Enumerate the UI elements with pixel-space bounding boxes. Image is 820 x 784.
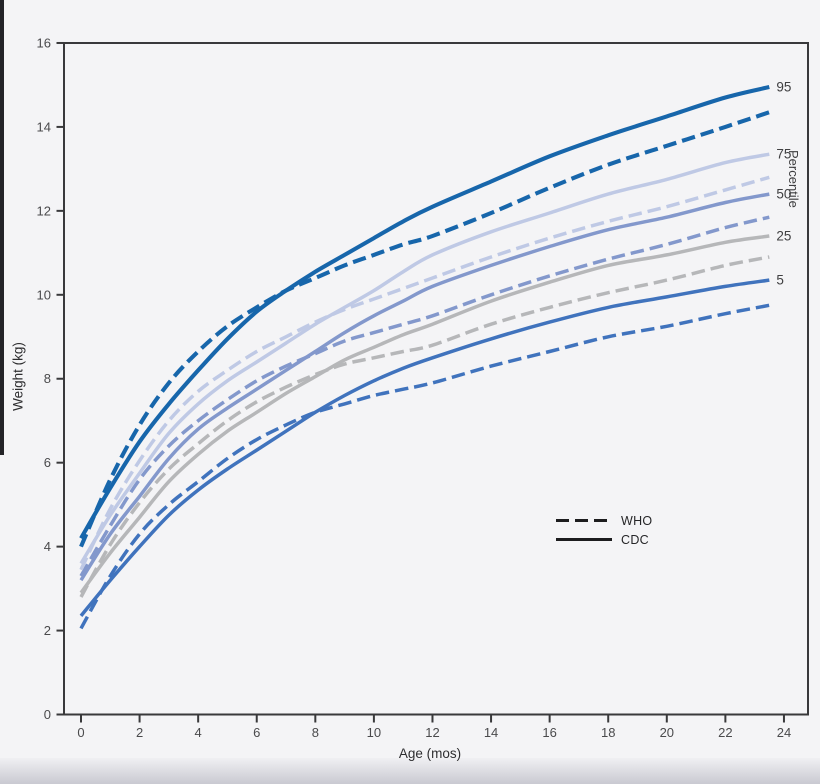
svg-text:8: 8	[44, 371, 51, 386]
curve-cdc-p5	[79, 278, 770, 617]
svg-text:2: 2	[44, 623, 51, 638]
svg-text:22: 22	[718, 725, 732, 740]
legend-label-cdc: CDC	[621, 532, 649, 547]
legend-label-who: WHO	[621, 513, 653, 528]
svg-text:6: 6	[253, 725, 260, 740]
svg-text:12: 12	[37, 203, 51, 218]
plot-border	[63, 42, 809, 716]
percentile-label-25: 25	[776, 229, 791, 244]
svg-text:2: 2	[136, 725, 143, 740]
percentile-label-50: 50	[776, 187, 791, 202]
legend-item-cdc: CDC	[556, 530, 652, 549]
svg-text:8: 8	[312, 725, 319, 740]
svg-text:24: 24	[777, 725, 791, 740]
svg-text:6: 6	[44, 455, 51, 470]
curve-who-p5	[79, 303, 770, 630]
svg-text:18: 18	[601, 725, 615, 740]
svg-text:16: 16	[37, 35, 51, 50]
curve-cdc-p50	[79, 192, 770, 582]
percentile-label-75: 75	[776, 147, 791, 162]
percentile-end-labels: 95 75 50 25 5	[776, 80, 791, 288]
percentile-label-95: 95	[776, 80, 791, 95]
legend-item-who: WHO	[556, 511, 652, 530]
who-dashed-line-sample	[556, 518, 612, 523]
curve-cdc-p95	[79, 85, 770, 540]
cdc-solid-line-sample	[556, 537, 612, 542]
svg-text:10: 10	[37, 287, 51, 302]
svg-text:10: 10	[367, 725, 381, 740]
x-axis: 0 2 4 6 8 10 12 14 16 18 20 22 24	[77, 714, 791, 740]
svg-text:0: 0	[44, 707, 51, 722]
curve-cdc-p25	[79, 234, 770, 594]
svg-text:4: 4	[195, 725, 202, 740]
curve-who-p95	[79, 110, 770, 548]
y-axis: 0 2 4 6 8 10 12 14 16	[37, 35, 64, 722]
svg-text:14: 14	[484, 725, 498, 740]
series-curves	[79, 85, 770, 630]
svg-text:4: 4	[44, 539, 51, 554]
svg-text:20: 20	[660, 725, 674, 740]
svg-text:16: 16	[542, 725, 556, 740]
bottom-edge-artifact	[0, 758, 820, 784]
x-axis-title: Age (mos)	[398, 746, 462, 761]
curve-who-p25	[79, 255, 770, 598]
percentile-label-5: 5	[776, 273, 784, 288]
right-axis-title: Percentile	[786, 150, 801, 208]
curve-who-p50	[79, 215, 770, 577]
y-axis-title: Weight (kg)	[10, 342, 26, 411]
svg-text:0: 0	[77, 725, 84, 740]
curve-cdc-p75	[79, 152, 770, 565]
legend: WHO CDC	[556, 511, 652, 549]
left-edge-artifact	[0, 0, 4, 455]
svg-text:14: 14	[37, 119, 51, 134]
curve-who-p75	[79, 175, 770, 571]
svg-text:12: 12	[425, 725, 439, 740]
